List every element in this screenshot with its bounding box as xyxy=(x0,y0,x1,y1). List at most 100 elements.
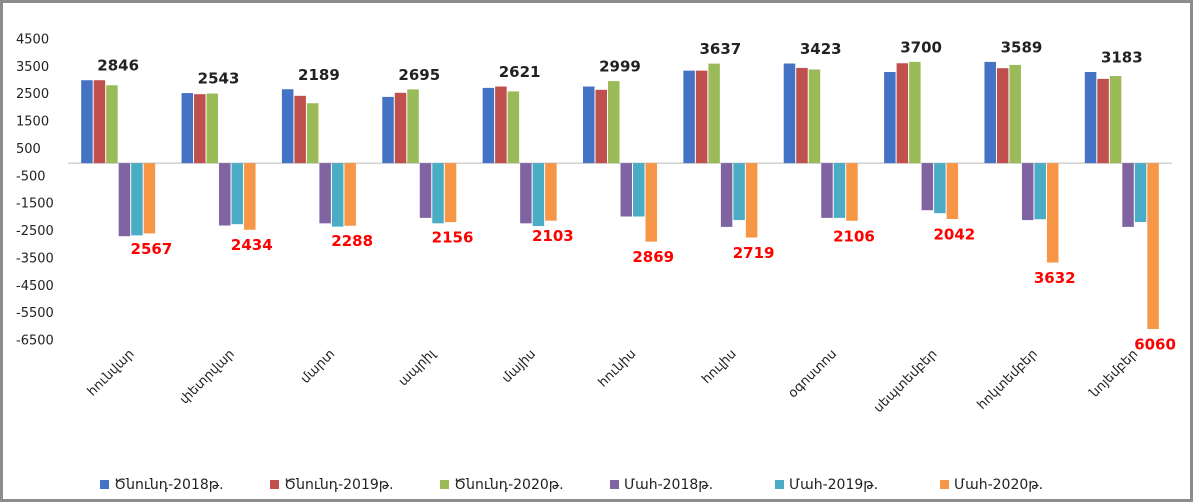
y-tick-label: -4500 xyxy=(16,279,54,294)
bar xyxy=(683,70,695,164)
bar xyxy=(595,89,607,164)
y-tick-label: -500 xyxy=(16,169,46,184)
bar xyxy=(507,91,520,164)
data-label: 3423 xyxy=(800,40,842,58)
data-label: 2042 xyxy=(933,226,975,244)
data-label: 6060 xyxy=(1134,335,1176,353)
bar xyxy=(143,163,156,234)
bar xyxy=(219,163,231,226)
bar xyxy=(407,89,419,164)
bar xyxy=(934,163,946,214)
bar xyxy=(1147,163,1159,329)
bar xyxy=(1009,64,1021,164)
y-tick-label: 4500 xyxy=(16,33,49,48)
bar xyxy=(432,163,444,224)
bar xyxy=(921,163,934,211)
data-label: 2621 xyxy=(499,63,541,81)
legend-label: Ծնունդ-2018թ. xyxy=(114,477,224,493)
y-tick-label: -5500 xyxy=(16,306,54,321)
y-tick-label: -2500 xyxy=(16,224,54,239)
bar xyxy=(1122,163,1134,227)
bar xyxy=(231,163,244,225)
bar xyxy=(306,103,319,164)
bar xyxy=(394,92,407,164)
bar xyxy=(896,63,909,164)
bar xyxy=(482,87,495,164)
bar xyxy=(118,163,131,237)
data-label: 2719 xyxy=(733,244,775,262)
legend-label: Ծնունդ-2020թ. xyxy=(454,477,564,493)
bar xyxy=(996,68,1009,164)
bar xyxy=(81,80,93,164)
legend-label: Մահ-2018թ. xyxy=(624,477,713,493)
bar xyxy=(281,89,294,164)
bar xyxy=(532,163,545,227)
bar xyxy=(745,163,758,238)
data-label: 2695 xyxy=(398,66,440,84)
data-label: 2189 xyxy=(298,66,340,84)
bar xyxy=(946,163,959,220)
data-label: 2103 xyxy=(532,227,574,245)
y-tick-label: 1500 xyxy=(16,115,49,130)
bar xyxy=(1046,163,1059,263)
legend-label: Ծնունդ-2019թ. xyxy=(284,477,394,493)
data-label: 3637 xyxy=(699,40,741,58)
data-label: 2106 xyxy=(833,227,875,245)
bar xyxy=(783,63,796,164)
data-label: 3700 xyxy=(900,38,942,56)
y-tick-label: 500 xyxy=(16,142,41,157)
y-tick-label: -3500 xyxy=(16,251,54,266)
legend-label: Մահ-2020թ. xyxy=(954,477,1043,493)
bar xyxy=(382,96,394,164)
bar xyxy=(344,163,356,226)
legend-swatch xyxy=(775,480,784,489)
bar xyxy=(846,163,858,221)
bar xyxy=(633,163,645,217)
legend-label: Մահ-2019թ. xyxy=(789,477,878,493)
data-label: 3589 xyxy=(1001,38,1043,56)
y-tick-label: 3500 xyxy=(16,60,49,75)
y-tick-label: 2500 xyxy=(16,87,49,102)
data-label: 2567 xyxy=(131,240,173,258)
legend-swatch xyxy=(940,480,949,489)
bar xyxy=(733,163,745,221)
data-label: 2869 xyxy=(632,248,674,266)
data-label: 2543 xyxy=(198,70,240,88)
bar xyxy=(608,81,620,164)
bar xyxy=(708,63,720,164)
bar xyxy=(695,70,708,164)
legend-swatch xyxy=(440,480,449,489)
data-label: 2846 xyxy=(97,57,139,75)
bar xyxy=(319,163,331,224)
bar xyxy=(1084,72,1097,164)
bar xyxy=(419,163,432,218)
data-label: 2156 xyxy=(432,229,474,247)
bar xyxy=(833,163,846,218)
bar xyxy=(131,163,143,236)
bar xyxy=(206,93,219,164)
bar xyxy=(909,61,921,164)
bar xyxy=(984,61,996,164)
bar xyxy=(1097,78,1109,164)
bar xyxy=(294,95,306,164)
bar xyxy=(495,86,507,164)
bar xyxy=(181,93,194,164)
bar xyxy=(720,163,733,227)
bar xyxy=(93,80,106,164)
bar xyxy=(796,67,808,164)
y-tick-label: -6500 xyxy=(16,334,54,349)
bar xyxy=(194,94,206,164)
data-label: 3632 xyxy=(1034,269,1076,287)
bar xyxy=(821,163,833,218)
data-label: 3183 xyxy=(1101,49,1143,67)
bar xyxy=(884,72,896,164)
bar xyxy=(583,86,595,164)
bar xyxy=(1134,163,1147,222)
legend-swatch xyxy=(100,480,109,489)
bar xyxy=(106,85,118,164)
legend-swatch xyxy=(610,480,619,489)
bar xyxy=(331,163,344,227)
bar xyxy=(545,163,557,221)
bar xyxy=(244,163,256,230)
